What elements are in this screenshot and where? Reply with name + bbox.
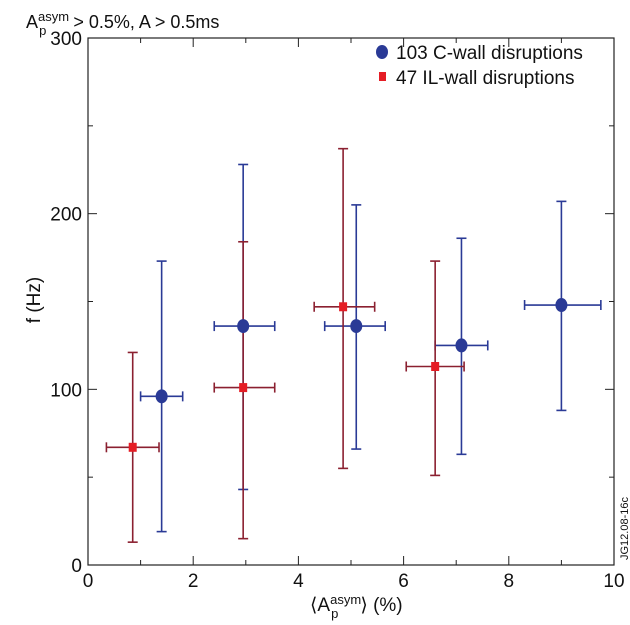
y-axis-label: f (Hz) [24, 277, 45, 323]
legend-label-il-wall: 47 IL-wall disruptions [396, 68, 574, 89]
x-tick-label: 8 [504, 571, 515, 592]
x-axis-label-close: ⟩ (%) [360, 595, 402, 616]
legend: 103 C-wall disruptions 47 IL-wall disrup… [376, 43, 583, 89]
legend-label-c-wall: 103 C-wall disruptions [396, 43, 583, 64]
x-tick-label: 6 [398, 571, 409, 592]
data-markers [128, 298, 568, 452]
y-tick-label: 300 [50, 29, 82, 50]
annotation-suffix: > 0.5%, A > 0.5ms [68, 12, 219, 32]
data-point-square [239, 383, 248, 393]
data-point-square [128, 442, 137, 452]
annotation-subscript: p [39, 23, 46, 38]
data-point-square [431, 361, 440, 371]
data-point-circle [350, 319, 363, 334]
x-tick-label: 2 [188, 571, 199, 592]
x-axis-label: ⟨Aasym p ⟩ (%) [310, 592, 403, 621]
x-axis-label-subscript: p [331, 606, 338, 621]
error-bars [105, 147, 602, 543]
x-tick-label: 4 [293, 571, 304, 592]
data-point-square [339, 302, 348, 312]
x-tick-label: 0 [83, 571, 94, 592]
legend-square-marker [379, 72, 386, 81]
figure-tag: JG12.08-16c [619, 497, 630, 560]
y-tick-label: 100 [50, 380, 82, 401]
data-point-circle [455, 338, 468, 353]
data-point-circle [555, 298, 568, 313]
annotation-superscript: asym [38, 9, 69, 24]
annotation-prefix: A [26, 12, 38, 32]
data-point-circle [237, 319, 250, 334]
x-axis-label-open: ⟨A [310, 595, 330, 616]
axis-ticks [87, 37, 615, 566]
x-axis-label-superscript: asym [330, 592, 361, 607]
y-tick-label: 200 [50, 205, 82, 226]
data-point-circle [155, 389, 168, 404]
y-tick-label: 0 [71, 556, 82, 577]
plot-frame [87, 37, 615, 566]
legend-circle-marker [376, 45, 388, 59]
x-tick-label: 10 [603, 571, 624, 592]
chart-annotation: Aasym p > 0.5%, A > 0.5ms [26, 9, 219, 38]
